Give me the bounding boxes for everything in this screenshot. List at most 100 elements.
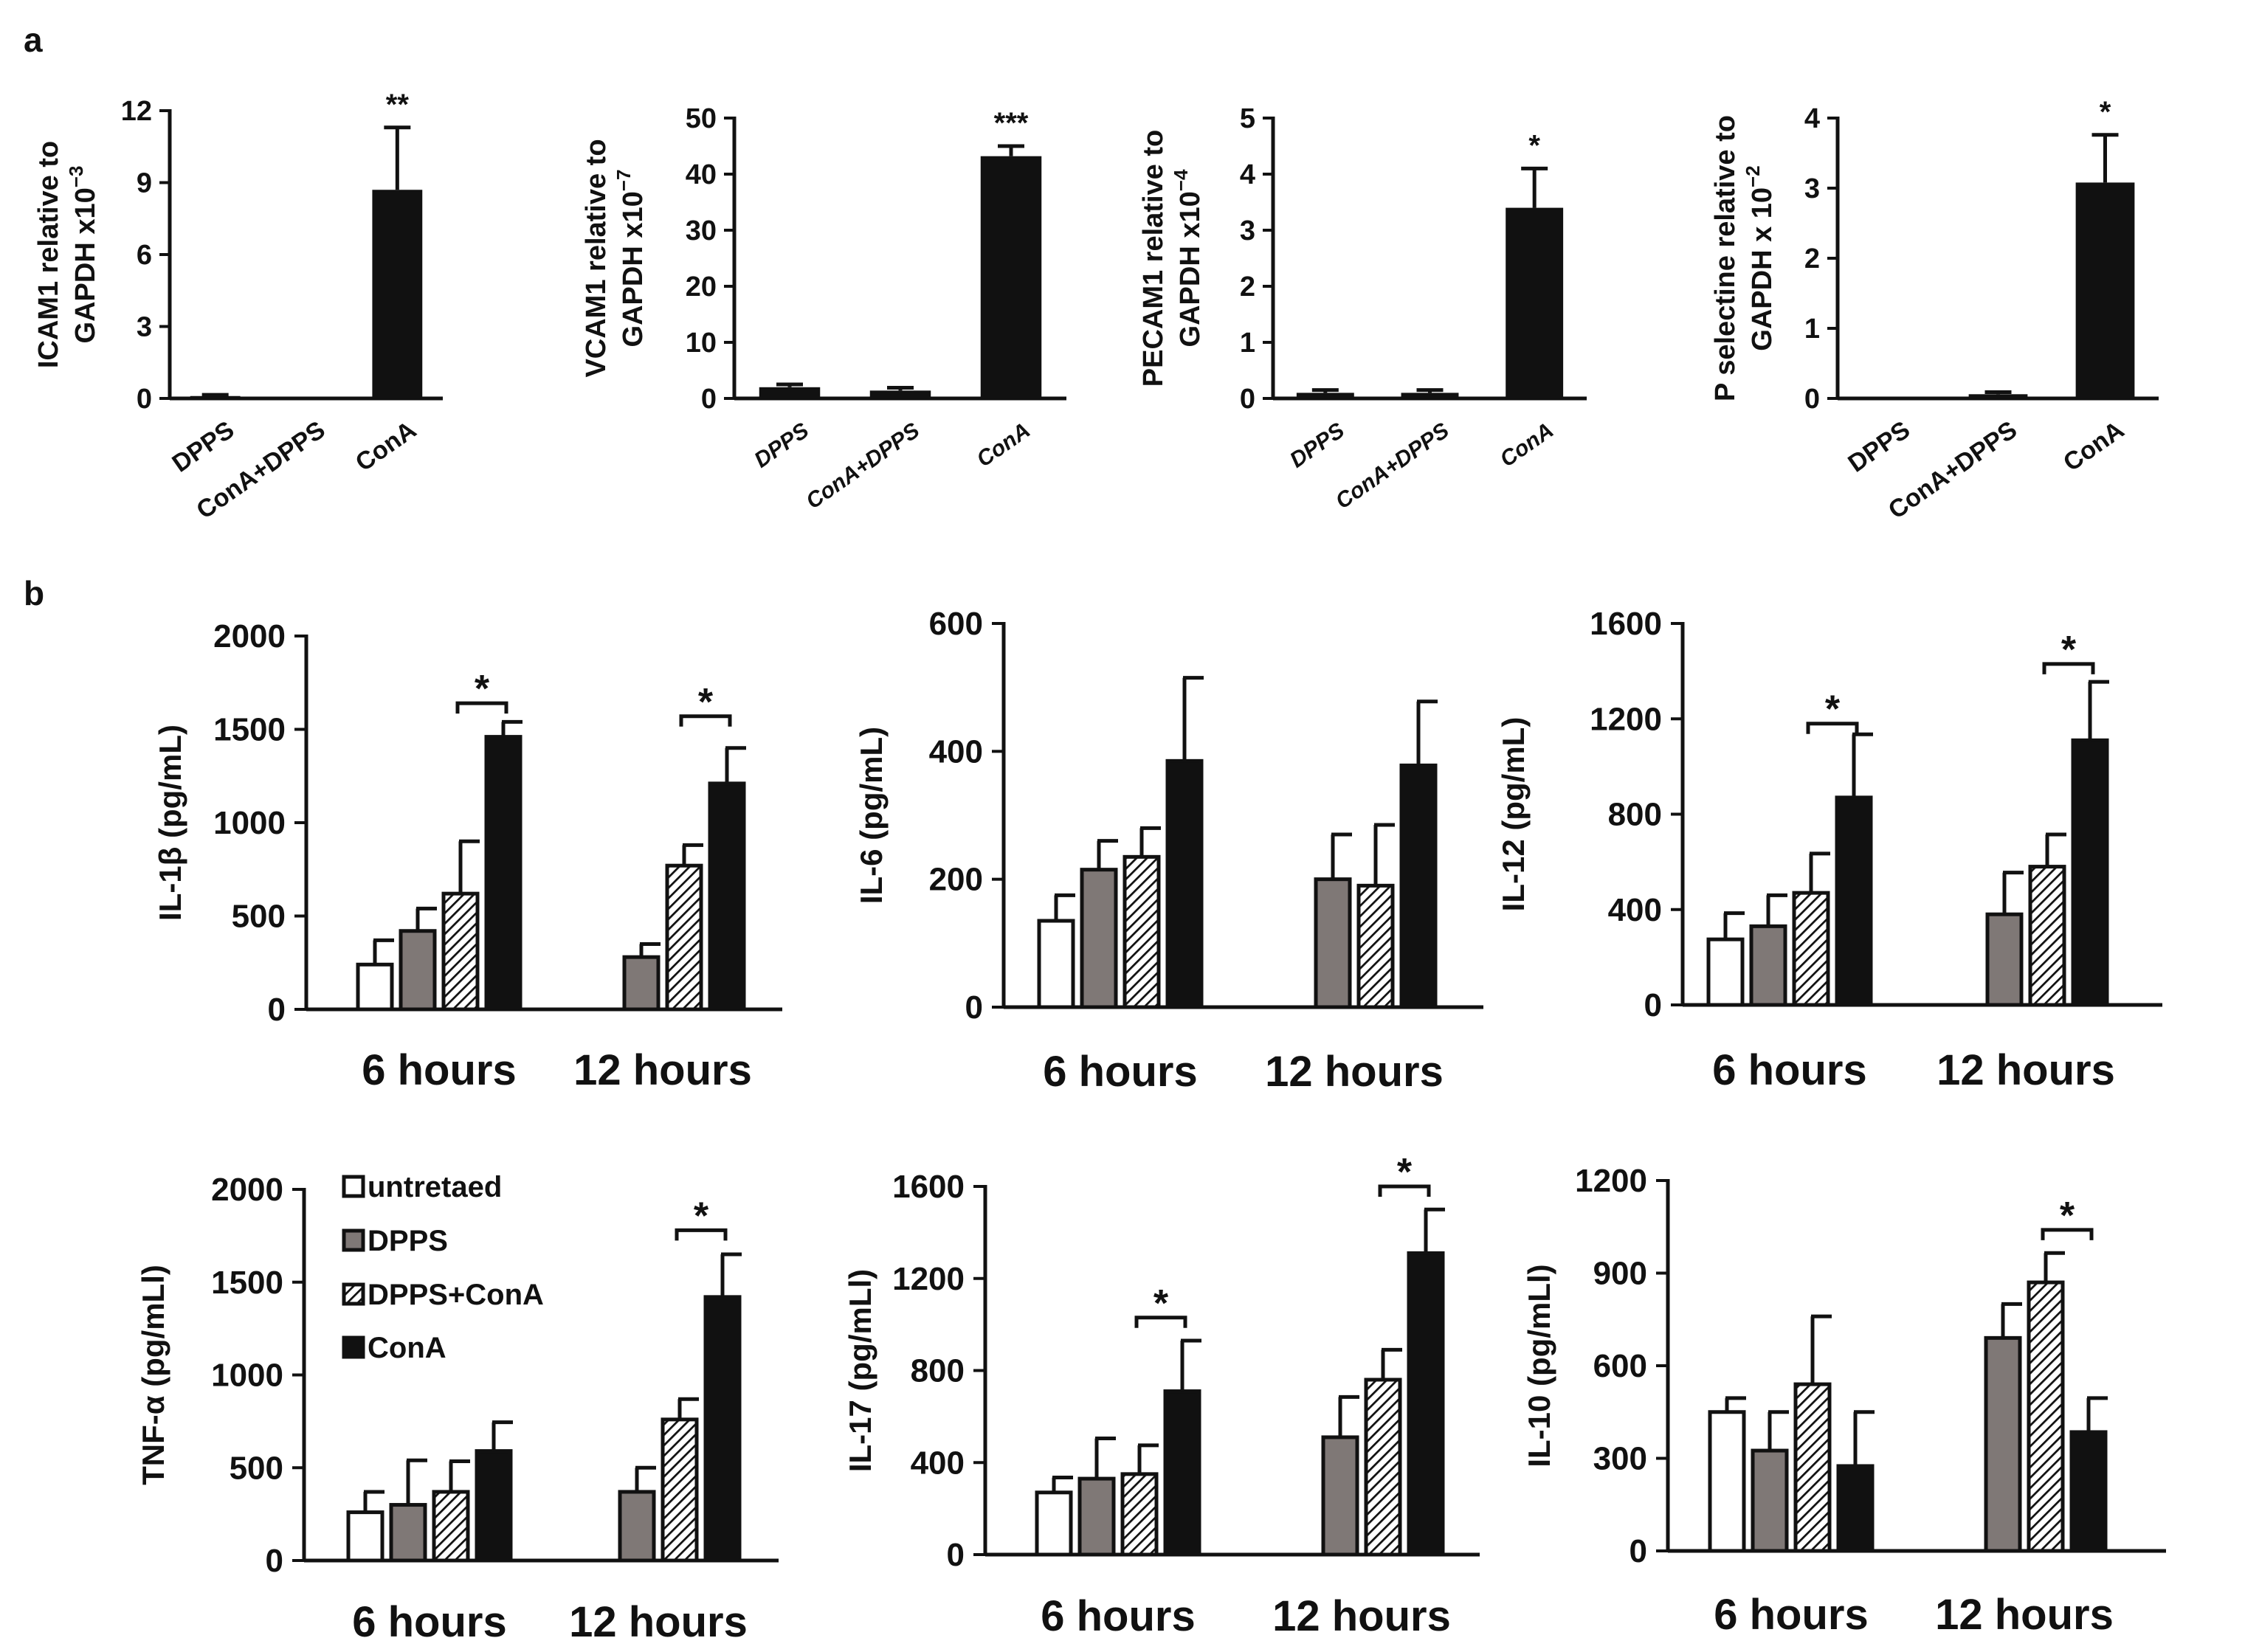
- y-tick-label: 600: [1593, 1348, 1647, 1384]
- bar-il17-cona: [1407, 1251, 1445, 1557]
- x-category-label: ConA: [973, 418, 1035, 472]
- chart-il6: 0 200 400 600 IL-6 (pg/mL) 6 hours 12 hours: [854, 606, 1483, 1096]
- significance-mark: *: [475, 668, 490, 711]
- bar-il6-dpps-cona: [1122, 854, 1161, 1009]
- significance-mark: *: [2060, 1195, 2075, 1237]
- y-axis-label-base: GAPDH x10: [1175, 191, 1206, 347]
- x-category-label: ConA+DPPS: [801, 418, 924, 514]
- y-tick-label: 0: [266, 1543, 283, 1579]
- bar-il6-dpps-cona: [1356, 883, 1395, 1009]
- bar-il10-cona: [2069, 1430, 2108, 1553]
- y-tick-label: 0: [1804, 384, 1820, 415]
- y-tick-label: 9: [137, 168, 152, 199]
- y-tick-label: 3: [1240, 215, 1255, 246]
- y-axis-label-exponent: −7: [613, 170, 635, 192]
- y-axis-label: TNF-α (pg/mLl): [136, 1265, 170, 1485]
- y-tick-label: 1500: [213, 712, 286, 748]
- x-group-label: 12 hours: [1272, 1592, 1451, 1640]
- legend-swatch-dpps_cona: [342, 1282, 365, 1306]
- x-category-label: DPPS: [1843, 415, 1915, 477]
- y-tick-label: 4: [1804, 103, 1820, 134]
- bar-il17-dpps-cona: [1120, 1472, 1159, 1557]
- significance-bracket: [1134, 1316, 1187, 1328]
- bar-il10-dpps-cona: [2027, 1280, 2065, 1553]
- y-axis-label-line2: GAPDH x10−7: [613, 170, 649, 348]
- y-tick-label: 1600: [1590, 606, 1662, 642]
- bar-cona-dpps: [869, 390, 931, 398]
- bar-il12-untretaed: [1706, 937, 1745, 1007]
- bar-cona: [372, 190, 423, 398]
- bar-il12-dpps: [1749, 924, 1787, 1007]
- x-group-label: 12 hours: [569, 1598, 748, 1646]
- y-tick-label: 12: [121, 96, 152, 127]
- y-axis-label: IL-6 (pg/mL): [854, 727, 889, 904]
- significance-bracket: [679, 714, 732, 727]
- bar-il6-dpps: [1080, 868, 1118, 1009]
- bar-il17-dpps: [1321, 1435, 1359, 1557]
- y-tick-label: 1200: [1590, 701, 1662, 737]
- x-group-label: 12 hours: [1265, 1048, 1444, 1096]
- bar-cona: [2075, 182, 2135, 398]
- bar-tnfa-dpps-cona: [432, 1490, 470, 1563]
- y-tick-label: 0: [947, 1537, 965, 1573]
- bar-il17-dpps-cona: [1364, 1378, 1402, 1557]
- bar-il1b-cona: [708, 781, 746, 1012]
- significance-bracket: [1378, 1184, 1431, 1197]
- chart-vcam1: 0 10 20 30 40 50 VCAM1 relative to GAPDH x10−7 D…: [581, 103, 1066, 514]
- y-tick-label: 50: [686, 103, 717, 134]
- x-group-label: 6 hours: [1714, 1591, 1869, 1639]
- y-tick-label: 0: [1630, 1533, 1647, 1569]
- y-tick-label: 400: [1608, 892, 1662, 928]
- bar-dpps: [1296, 393, 1354, 398]
- legend-label-untreated: untretaed: [368, 1171, 502, 1203]
- bar-il1b-cona: [484, 735, 523, 1012]
- significance-mark: *: [1397, 1151, 1413, 1194]
- y-tick-label: 1: [1804, 314, 1820, 345]
- y-axis-label: IL-17 (pg/mLl): [843, 1269, 877, 1472]
- legend-swatch-cona: [342, 1335, 365, 1359]
- chart-icam1: 0 3 6 9 12 ICAM1 relative to GAPDH x10−3 DPPS Co…: [33, 89, 443, 525]
- significance-bracket: [675, 1228, 728, 1241]
- y-tick-label: 5: [1240, 103, 1255, 134]
- x-group-label: 6 hours: [362, 1046, 517, 1094]
- bar-il17-dpps: [1077, 1476, 1116, 1557]
- y-axis-label-base: GAPDH x10: [618, 191, 649, 347]
- bar-tnfa-cona: [703, 1295, 742, 1563]
- significance-bracket: [2041, 1228, 2094, 1240]
- bar-cona-dpps: [1968, 394, 2028, 398]
- significance-mark: *: [1528, 129, 1540, 162]
- x-group-label: 6 hours: [1043, 1048, 1198, 1096]
- y-tick-label: 2: [1804, 243, 1820, 274]
- y-tick-label: 6: [137, 240, 152, 271]
- bar-tnfa-dpps-cona: [661, 1417, 699, 1563]
- x-group-label: 12 hours: [573, 1046, 752, 1094]
- y-tick-label: 30: [686, 215, 717, 246]
- bar-il1b-untretaed: [356, 962, 394, 1012]
- chart-il1b: 0 500 1000 1500 2000 IL-1β (pg/mL) 6 hours 12 h…: [153, 618, 782, 1094]
- significance-mark: *: [694, 1195, 709, 1237]
- significance-bracket: [2042, 662, 2095, 674]
- y-axis-label-base: GAPDH x10: [70, 187, 101, 343]
- significance-bracket: [1806, 722, 1859, 734]
- y-tick-label: 1200: [1575, 1163, 1647, 1199]
- significance-mark: *: [2100, 96, 2111, 128]
- significance-mark: **: [386, 89, 410, 121]
- panel-label-b: b: [24, 574, 44, 612]
- x-category-label: DPPS: [1286, 418, 1349, 473]
- y-tick-label: 1600: [892, 1169, 965, 1205]
- chart-il12: 0 400 800 1200 1600 IL-12 (pg/mL) 6 hours 12 ho…: [1496, 606, 2162, 1094]
- y-tick-label: 0: [965, 989, 983, 1026]
- legend-label-dpps: DPPS: [368, 1225, 448, 1257]
- y-tick-label: 0: [1644, 987, 1662, 1023]
- bar-il6-cona: [1165, 758, 1204, 1009]
- bar-tnfa-dpps: [389, 1503, 427, 1563]
- bar-cona: [980, 156, 1042, 398]
- bar-dpps: [190, 395, 241, 398]
- y-tick-label: 1: [1240, 328, 1255, 359]
- x-category-label: ConA: [351, 415, 421, 477]
- y-axis-label-exponent: −4: [1170, 169, 1192, 191]
- bar-dpps: [759, 387, 821, 398]
- bar-il1b-dpps: [622, 955, 661, 1012]
- bar-tnfa-cona: [475, 1449, 513, 1563]
- bar-il6-dpps: [1314, 877, 1352, 1009]
